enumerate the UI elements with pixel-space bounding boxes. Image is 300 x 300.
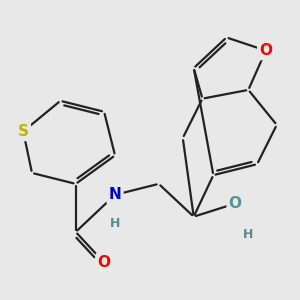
Text: O: O bbox=[259, 43, 272, 58]
Text: H: H bbox=[110, 217, 120, 230]
Text: S: S bbox=[18, 124, 29, 139]
Text: H: H bbox=[243, 228, 254, 241]
Text: N: N bbox=[109, 187, 122, 202]
Text: O: O bbox=[98, 255, 111, 270]
Text: O: O bbox=[229, 196, 242, 211]
